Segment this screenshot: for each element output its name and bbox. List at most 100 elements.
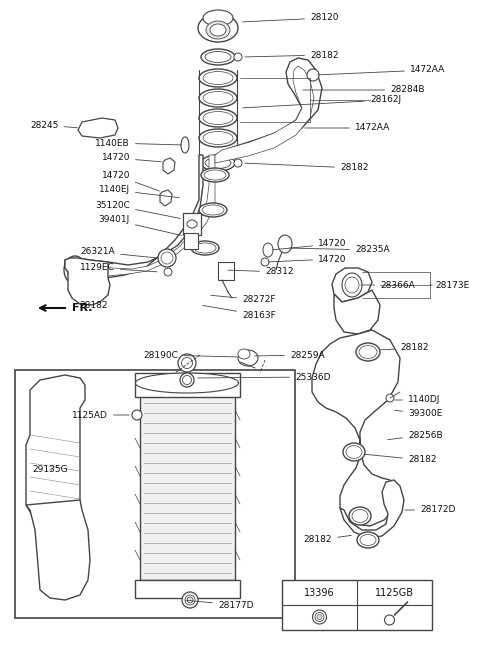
Ellipse shape	[315, 613, 324, 622]
Polygon shape	[312, 330, 400, 526]
Ellipse shape	[199, 69, 237, 87]
Ellipse shape	[199, 203, 227, 217]
Text: 1140EB: 1140EB	[96, 138, 181, 147]
Ellipse shape	[317, 615, 322, 620]
Ellipse shape	[205, 51, 231, 62]
Polygon shape	[65, 258, 110, 305]
Ellipse shape	[187, 220, 197, 228]
Ellipse shape	[278, 235, 292, 253]
Polygon shape	[78, 118, 118, 138]
Ellipse shape	[206, 21, 230, 39]
Ellipse shape	[194, 243, 216, 253]
Ellipse shape	[357, 532, 379, 548]
Text: 14720: 14720	[269, 254, 347, 263]
Text: 39401J: 39401J	[99, 215, 181, 236]
Ellipse shape	[201, 49, 235, 65]
Ellipse shape	[307, 69, 319, 81]
Text: 28162J: 28162J	[243, 95, 401, 108]
Text: 28173E: 28173E	[430, 280, 469, 289]
Text: 28366A: 28366A	[361, 280, 415, 289]
Text: 28182: 28182	[245, 51, 338, 60]
Bar	[140, 395, 235, 580]
Ellipse shape	[178, 354, 196, 372]
Ellipse shape	[201, 168, 229, 182]
Bar	[282, 580, 432, 630]
Text: 14720: 14720	[101, 171, 159, 191]
Ellipse shape	[203, 132, 233, 145]
Ellipse shape	[384, 615, 395, 625]
Ellipse shape	[352, 509, 368, 522]
Ellipse shape	[203, 10, 233, 26]
Text: 1125AD: 1125AD	[72, 411, 129, 419]
Ellipse shape	[161, 252, 173, 264]
Text: 14720: 14720	[101, 154, 161, 162]
Text: 28120: 28120	[243, 14, 338, 23]
Ellipse shape	[191, 241, 219, 255]
Text: 25336D: 25336D	[198, 373, 331, 382]
Ellipse shape	[346, 445, 362, 458]
Ellipse shape	[203, 112, 233, 125]
Ellipse shape	[198, 14, 238, 42]
Ellipse shape	[238, 349, 250, 359]
Ellipse shape	[67, 260, 83, 280]
Ellipse shape	[64, 256, 86, 284]
Ellipse shape	[158, 249, 176, 267]
Text: 28182: 28182	[365, 454, 436, 465]
Polygon shape	[340, 480, 404, 538]
Text: 35120C: 35120C	[95, 201, 180, 219]
Ellipse shape	[359, 345, 377, 358]
Text: 28163F: 28163F	[203, 306, 276, 319]
Bar	[218, 262, 234, 280]
Ellipse shape	[234, 53, 242, 61]
Ellipse shape	[360, 535, 376, 546]
Text: 1125GB: 1125GB	[375, 588, 414, 598]
Ellipse shape	[203, 71, 233, 84]
Text: 13396: 13396	[304, 588, 335, 598]
Ellipse shape	[263, 243, 273, 257]
Ellipse shape	[199, 129, 237, 147]
Text: 28245: 28245	[30, 121, 77, 130]
Text: 29135G: 29135G	[32, 465, 68, 474]
Ellipse shape	[185, 595, 195, 605]
Ellipse shape	[343, 443, 365, 461]
Text: 28312: 28312	[228, 267, 293, 276]
Ellipse shape	[261, 258, 269, 266]
Ellipse shape	[199, 109, 237, 127]
Ellipse shape	[358, 341, 374, 354]
Bar	[135, 373, 240, 397]
Ellipse shape	[181, 137, 189, 153]
Text: 26321A: 26321A	[80, 247, 155, 258]
Text: 1140EJ: 1140EJ	[99, 186, 179, 198]
Ellipse shape	[238, 350, 258, 366]
Polygon shape	[26, 375, 85, 520]
Polygon shape	[334, 290, 380, 334]
Polygon shape	[332, 268, 372, 302]
Text: 14720: 14720	[273, 239, 347, 250]
Ellipse shape	[182, 592, 198, 608]
Ellipse shape	[187, 597, 193, 603]
Text: 28182: 28182	[303, 535, 351, 545]
Ellipse shape	[234, 159, 242, 167]
Bar	[184, 233, 198, 249]
Text: 28172D: 28172D	[405, 506, 456, 515]
Ellipse shape	[199, 89, 237, 107]
Ellipse shape	[202, 205, 224, 215]
Text: 1140DJ: 1140DJ	[395, 395, 440, 404]
Polygon shape	[65, 155, 203, 278]
Ellipse shape	[180, 373, 194, 387]
Text: 28182: 28182	[381, 343, 429, 352]
Polygon shape	[163, 158, 175, 174]
Bar	[15, 370, 295, 618]
Ellipse shape	[342, 273, 362, 297]
Ellipse shape	[349, 507, 371, 525]
Text: 28259A: 28259A	[255, 350, 324, 360]
Polygon shape	[76, 155, 215, 276]
Text: 1472AA: 1472AA	[305, 123, 390, 132]
Bar	[135, 580, 240, 598]
Ellipse shape	[182, 376, 192, 384]
Text: 28284B: 28284B	[303, 86, 424, 95]
Text: 28182: 28182	[80, 300, 108, 310]
Ellipse shape	[386, 394, 394, 402]
Ellipse shape	[312, 610, 326, 624]
Text: 28190C: 28190C	[143, 350, 237, 360]
